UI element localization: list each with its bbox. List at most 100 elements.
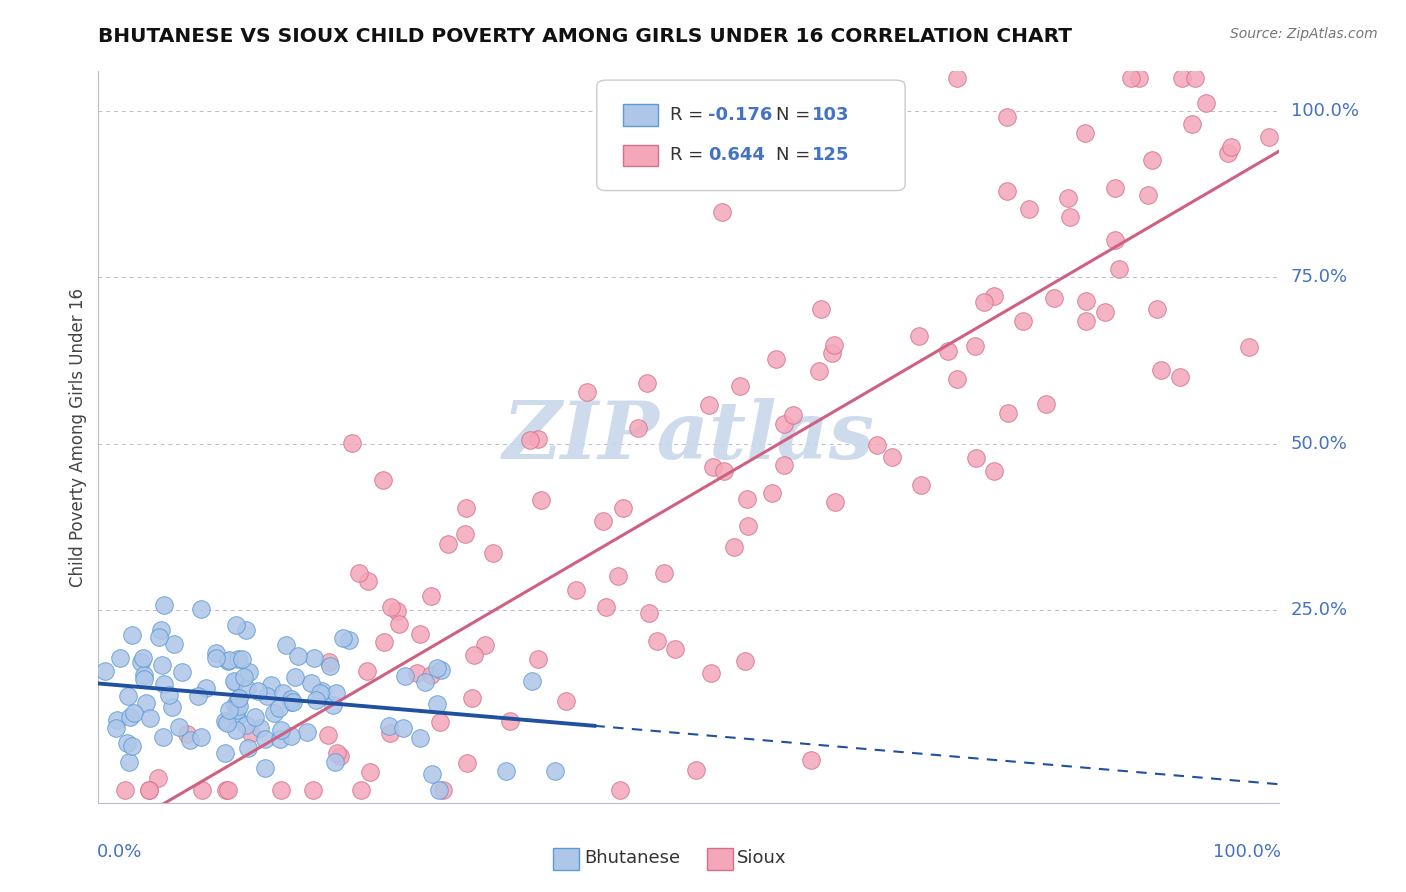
Point [966, 451, 988, 466]
Point [737, 519, 759, 533]
Point [157, 688, 180, 702]
Point [697, 398, 720, 412]
Text: 125: 125 [811, 146, 849, 164]
Point [322, 698, 344, 712]
Point [342, 436, 364, 450]
Point [225, 617, 247, 632]
Point [1168, 370, 1191, 384]
Point [734, 654, 756, 668]
Point [427, 782, 450, 797]
Point [326, 746, 349, 760]
Point [284, 670, 307, 684]
Text: 0.0%: 0.0% [97, 843, 142, 861]
Point [612, 501, 634, 516]
Point [645, 634, 668, 648]
Point [824, 495, 846, 509]
Point [115, 736, 138, 750]
Point [118, 709, 141, 723]
Point [218, 703, 240, 717]
Point [761, 486, 783, 500]
Point [146, 771, 169, 785]
Point [782, 408, 804, 422]
Point [527, 432, 550, 446]
Point [437, 537, 460, 551]
Bar [553, 848, 579, 870]
Point [150, 658, 173, 673]
Point [685, 763, 707, 777]
FancyBboxPatch shape [596, 80, 905, 191]
Point [555, 694, 578, 708]
Text: R =: R = [671, 146, 709, 164]
Point [636, 376, 658, 390]
Point [260, 677, 283, 691]
Point [267, 701, 290, 715]
Point [359, 764, 381, 779]
Point [409, 626, 432, 640]
Point [495, 764, 517, 779]
Point [735, 492, 758, 507]
Text: 100.0%: 100.0% [1291, 103, 1358, 120]
Point [225, 723, 247, 738]
Point [316, 728, 339, 742]
Point [882, 450, 904, 464]
Point [226, 703, 249, 717]
Point [122, 706, 145, 721]
Point [711, 204, 734, 219]
Point [132, 650, 155, 665]
Point [93, 664, 115, 678]
Point [1128, 70, 1150, 85]
Point [965, 339, 987, 353]
Point [270, 782, 292, 797]
Point [773, 458, 796, 472]
Point [347, 566, 370, 580]
Point [149, 624, 172, 638]
Point [378, 725, 401, 739]
Text: BHUTANESE VS SIOUX CHILD POVERTY AMONG GIRLS UNDER 16 CORRELATION CHART: BHUTANESE VS SIOUX CHILD POVERTY AMONG G… [98, 27, 1073, 45]
Point [114, 782, 136, 797]
Point [983, 289, 1005, 303]
Point [160, 699, 183, 714]
Point [249, 721, 271, 735]
Point [224, 674, 246, 689]
Point [808, 364, 831, 378]
Point [222, 673, 245, 688]
Point [1035, 397, 1057, 411]
Point [723, 540, 745, 554]
Point [121, 739, 143, 753]
Point [205, 646, 228, 660]
Point [224, 698, 246, 713]
Point [626, 421, 648, 435]
Point [247, 684, 270, 698]
Point [228, 690, 250, 705]
Text: R =: R = [671, 106, 709, 124]
Point [420, 767, 443, 781]
Point [409, 731, 432, 745]
Point [195, 681, 218, 696]
Point [482, 546, 505, 560]
Point [413, 675, 436, 690]
Point [357, 574, 380, 588]
Point [214, 782, 236, 797]
Point [530, 492, 553, 507]
Y-axis label: Child Poverty Among Girls Under 16: Child Poverty Among Girls Under 16 [69, 287, 87, 587]
Point [995, 184, 1018, 198]
Text: 25.0%: 25.0% [1291, 601, 1348, 619]
Point [1074, 314, 1097, 328]
Point [1059, 211, 1081, 225]
Text: N =: N = [776, 146, 817, 164]
Point [228, 651, 250, 665]
Point [172, 665, 194, 679]
Point [231, 651, 253, 665]
Point [235, 718, 257, 732]
Point [311, 683, 333, 698]
Text: N =: N = [776, 106, 817, 124]
Point [637, 607, 659, 621]
Point [432, 782, 454, 797]
Point [866, 438, 889, 452]
Point [1076, 294, 1098, 309]
Point [226, 691, 249, 706]
Point [713, 463, 735, 477]
Point [454, 527, 477, 541]
Point [463, 648, 485, 663]
Point [280, 691, 302, 706]
